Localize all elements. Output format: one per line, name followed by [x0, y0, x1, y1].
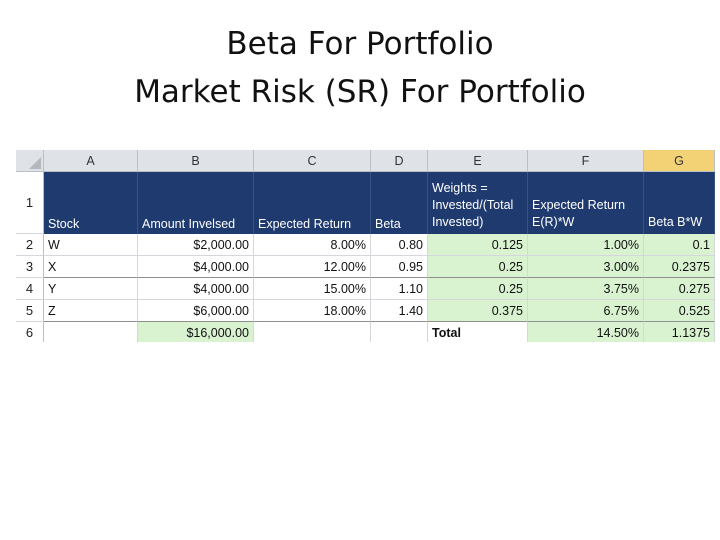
cell-beta[interactable]: 1.40	[371, 300, 428, 322]
cell-expected-return[interactable]: 12.00%	[254, 256, 371, 278]
cell-total-amount[interactable]: $16,000.00	[138, 322, 254, 342]
row-header-1[interactable]: 1	[16, 172, 44, 234]
cell-beta[interactable]: 1.10	[371, 278, 428, 300]
cell-empty[interactable]	[371, 322, 428, 342]
row-header-3[interactable]: 3	[16, 256, 44, 278]
row-header-6[interactable]: 6	[16, 322, 44, 342]
header-weights[interactable]: Weights = Invested/(Total Invested)	[428, 172, 528, 234]
column-header-d[interactable]: D	[371, 150, 428, 172]
cell-expected-return-w[interactable]: 6.75%	[528, 300, 644, 322]
cell-weight[interactable]: 0.375	[428, 300, 528, 322]
cell-stock[interactable]: W	[44, 234, 138, 256]
cell-weight[interactable]: 0.25	[428, 278, 528, 300]
spreadsheet: ABCDEFG1234567StockAmount InvelsedExpect…	[16, 150, 715, 342]
header-amount[interactable]: Amount Invelsed	[138, 172, 254, 234]
cell-total-expected-return[interactable]: 14.50%	[528, 322, 644, 342]
cell-expected-return[interactable]: 8.00%	[254, 234, 371, 256]
cell-beta-w[interactable]: 0.2375	[644, 256, 715, 278]
column-header-c[interactable]: C	[254, 150, 371, 172]
cell-amount[interactable]: $4,000.00	[138, 256, 254, 278]
select-all-corner[interactable]	[16, 150, 44, 172]
cell-amount[interactable]: $6,000.00	[138, 300, 254, 322]
cell-beta[interactable]: 0.95	[371, 256, 428, 278]
cell-empty[interactable]	[44, 322, 138, 342]
cell-expected-return-w[interactable]: 3.00%	[528, 256, 644, 278]
cell-weight[interactable]: 0.25	[428, 256, 528, 278]
row-header-2[interactable]: 2	[16, 234, 44, 256]
cell-amount[interactable]: $4,000.00	[138, 278, 254, 300]
cell-stock[interactable]: Z	[44, 300, 138, 322]
cell-expected-return-w[interactable]: 3.75%	[528, 278, 644, 300]
header-expected-return[interactable]: Expected Return	[254, 172, 371, 234]
header-stock[interactable]: Stock	[44, 172, 138, 234]
header-beta-w[interactable]: Beta B*W	[644, 172, 715, 234]
cell-beta[interactable]: 0.80	[371, 234, 428, 256]
cell-expected-return[interactable]: 18.00%	[254, 300, 371, 322]
header-expected-return-w[interactable]: Expected Return E(R)*W	[528, 172, 644, 234]
cell-amount[interactable]: $2,000.00	[138, 234, 254, 256]
cell-beta-w[interactable]: 0.525	[644, 300, 715, 322]
cell-total-beta[interactable]: 1.1375	[644, 322, 715, 342]
cell-expected-return-w[interactable]: 1.00%	[528, 234, 644, 256]
cell-empty[interactable]	[254, 322, 371, 342]
slide-title-market-risk: Market Risk (SR) For Portfolio	[134, 74, 586, 110]
cell-total-label[interactable]: Total	[428, 322, 528, 342]
column-header-e[interactable]: E	[428, 150, 528, 172]
slide-title-beta: Beta For Portfolio	[226, 26, 494, 62]
select-all-triangle-icon	[29, 157, 41, 169]
column-header-b[interactable]: B	[138, 150, 254, 172]
column-header-g[interactable]: G	[644, 150, 715, 172]
column-header-a[interactable]: A	[44, 150, 138, 172]
cell-weight[interactable]: 0.125	[428, 234, 528, 256]
row-header-4[interactable]: 4	[16, 278, 44, 300]
cell-stock[interactable]: Y	[44, 278, 138, 300]
cell-beta-w[interactable]: 0.275	[644, 278, 715, 300]
row-header-5[interactable]: 5	[16, 300, 44, 322]
column-header-f[interactable]: F	[528, 150, 644, 172]
cell-expected-return[interactable]: 15.00%	[254, 278, 371, 300]
cell-stock[interactable]: X	[44, 256, 138, 278]
cell-beta-w[interactable]: 0.1	[644, 234, 715, 256]
header-beta[interactable]: Beta	[371, 172, 428, 234]
